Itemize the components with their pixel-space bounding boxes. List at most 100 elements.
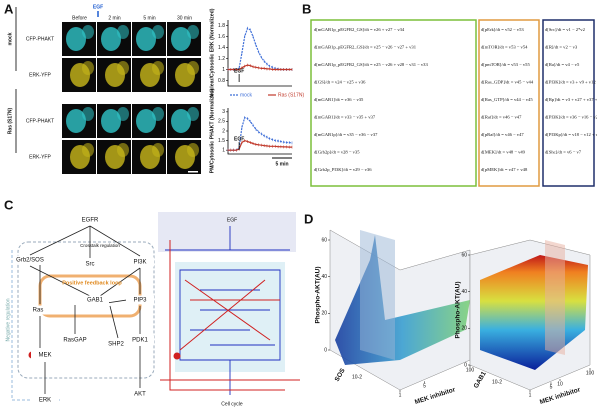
x-tick-label: 10 (557, 381, 563, 387)
node-box (126, 295, 154, 305)
cell (171, 27, 191, 51)
cell (82, 61, 94, 75)
equation: d[Ras_GDP]/dt = v45 − v44 (481, 80, 534, 85)
node-box (76, 215, 104, 225)
node: Src (86, 262, 95, 268)
network-blue (165, 226, 290, 395)
y-tick-label: 10-2 (492, 379, 502, 385)
y-axis-title: SOS (334, 367, 347, 383)
plane (545, 240, 565, 355)
node: EGFR (82, 218, 99, 224)
equation: d[pRaf]/dt = v46 − v47 (481, 132, 524, 137)
equation: d[Grb2p_PI3K]/dt = v29 − v36 (314, 167, 372, 172)
node: PIP3 (133, 298, 147, 304)
axis (227, 108, 292, 155)
node-box (61, 335, 89, 345)
node-box (76, 259, 104, 269)
condition: mock (7, 32, 13, 45)
timepoint: 5 min (143, 15, 155, 21)
surfaces (329, 229, 591, 391)
panel-label: B (302, 1, 311, 16)
edges (29, 225, 141, 394)
cell (152, 107, 164, 121)
cell (82, 25, 94, 39)
node: Ras (33, 308, 44, 314)
crosstalk-box (17, 241, 155, 379)
x-tick-label: 5 (550, 385, 553, 391)
equation: d[PI3K]/dt = v3 + v9 + v12 − v4 (545, 80, 597, 85)
x-tick-label: 5 (423, 384, 426, 390)
node-box (16, 255, 44, 265)
y-tick-label: 0.8 (218, 78, 225, 84)
series-line (228, 27, 292, 71)
network-red (160, 240, 300, 391)
cell (117, 107, 129, 121)
x-tick-label: 100 (586, 370, 595, 376)
cell (152, 143, 164, 157)
cell (82, 107, 94, 121)
y-tick-label: 2 (222, 128, 225, 134)
equation: d[R]/dt = v2 − v3 (545, 45, 578, 50)
channel: CFP-PHAKT (26, 118, 54, 124)
node-box (81, 295, 109, 305)
cell (136, 109, 156, 133)
box-orange (478, 19, 540, 187)
equation: d[PI3K]/dt = v36 − v16 − v20 (545, 115, 597, 120)
node-box (102, 339, 130, 349)
y-tick-label: 1.5 (218, 138, 225, 144)
note: Positive feedback loop (62, 280, 122, 286)
x-tick-label: 1 (529, 392, 532, 398)
y-tick-label: 1.4 (218, 45, 225, 51)
z-tick-label: 60 (461, 252, 467, 258)
panel-label: D (304, 211, 313, 226)
note: Crosstalk regulation (80, 243, 120, 248)
y-tick-label: 2.5 (218, 119, 225, 125)
axis (227, 20, 292, 87)
z-tick-label: 0 (464, 362, 467, 368)
x-axis-title: MEK inhibitor (414, 386, 457, 406)
x-tick-label: 100 (466, 367, 475, 373)
equation: d[Rp]/dt = v3 + v27 + v37 + v13 − v11 − … (545, 97, 597, 102)
cell (152, 61, 164, 75)
z-axis-title: Phospho-AKT(AU) (455, 281, 462, 338)
cell (171, 109, 191, 133)
cell (187, 143, 199, 157)
cell (117, 61, 129, 75)
cell (187, 107, 199, 121)
equation: d[pErk]/dt = v52 − v53 (481, 27, 524, 32)
node: SHP2 (108, 342, 124, 348)
z-tick-label: 0 (324, 347, 327, 353)
annotation: EGF (234, 68, 244, 74)
node-box (24, 305, 52, 315)
y-tick-label: 3 (222, 109, 225, 115)
equation: d[pmTOR]/dt = v53 − v55 (481, 62, 530, 67)
node: GAB1 (87, 298, 104, 304)
diagram-c (11, 212, 300, 401)
cell (187, 25, 199, 39)
stimulus: EGF (93, 4, 103, 10)
node-box (126, 389, 154, 399)
cell (117, 143, 129, 157)
node: Grb2/SOS (16, 258, 44, 264)
annotation: EGF (234, 136, 244, 142)
cell (66, 27, 86, 51)
plane (360, 230, 395, 360)
scale-label: 5 min (275, 161, 288, 167)
node-box (31, 350, 59, 360)
node: ERK (39, 398, 51, 404)
timepoint: 2 min (108, 15, 120, 21)
inhibitor (173, 352, 181, 360)
cell (82, 143, 94, 157)
timepoint: 30 min (177, 15, 192, 21)
y-tick-label: 10-2 (352, 374, 362, 380)
channel: ERK-YFP (29, 72, 51, 78)
series-line (228, 139, 292, 151)
equation: d[mGAB1p_pEGFR2_GS]/dt = v26 + v27 − v34 (314, 27, 405, 32)
series-line (228, 116, 293, 151)
y-tick-label: 1 (222, 67, 225, 73)
equation: d[mGAB1p_pEGFR2_GS]/dt = v25 − v26 − v27… (314, 45, 417, 50)
legend-entry: Ras (S17N) (278, 92, 304, 98)
panel-label: C (4, 197, 14, 212)
